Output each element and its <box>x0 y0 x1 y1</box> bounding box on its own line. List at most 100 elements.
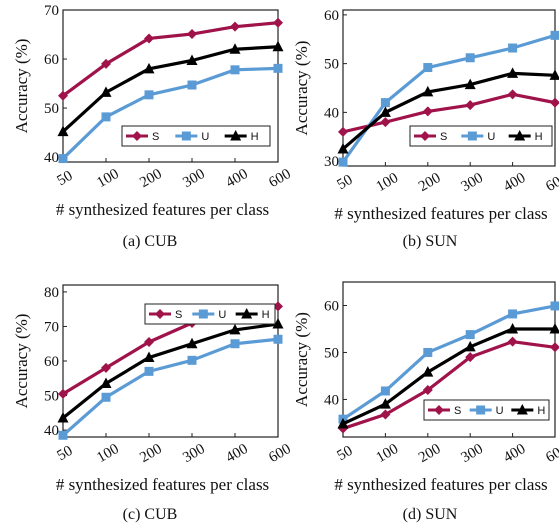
data-point-H <box>337 142 349 154</box>
series-line-S <box>62 21 279 98</box>
data-point-U <box>338 157 348 167</box>
data-point-S <box>422 385 433 396</box>
data-point-H <box>229 43 241 54</box>
y-tick-label: 40 <box>324 392 339 408</box>
x-tick-label: 300 <box>180 166 207 191</box>
data-point-U <box>230 339 240 349</box>
data-point-H <box>507 67 519 78</box>
data-point-U <box>550 30 559 40</box>
data-point-U <box>273 334 283 344</box>
legend-label-U: U <box>487 131 495 143</box>
x-axis-label: # synthesized features per class <box>56 200 269 219</box>
x-tick-label: 300 <box>180 441 207 466</box>
data-point-S <box>550 342 559 353</box>
x-tick-label: 200 <box>416 441 443 466</box>
y-tick-label: 40 <box>44 150 59 166</box>
y-tick-label: 70 <box>44 3 59 19</box>
series-line-S <box>342 92 556 134</box>
data-point-H <box>186 54 198 66</box>
data-point-S <box>338 126 348 137</box>
data-point-U <box>187 80 197 90</box>
legend-marker-S <box>434 405 444 415</box>
x-tick-label: 100 <box>374 170 401 195</box>
data-point-H <box>379 106 391 117</box>
legend-marker-U <box>198 309 208 319</box>
x-tick-label: 400 <box>501 441 528 466</box>
series-line-H <box>61 45 279 133</box>
data-point-U <box>101 112 111 122</box>
legend-label-S: S <box>152 131 159 143</box>
x-tick-label: 50 <box>55 443 76 464</box>
data-point-H <box>272 318 284 329</box>
series-line-U <box>341 33 556 164</box>
series-U <box>58 334 283 440</box>
data-point-S <box>187 29 197 40</box>
data-point-U <box>58 430 68 440</box>
series-line-S <box>342 340 556 431</box>
data-point-S <box>380 409 391 420</box>
x-axis-label: # synthesized features per class <box>334 475 547 494</box>
data-point-S <box>101 58 111 69</box>
data-point-H <box>464 78 476 90</box>
x-tick-label: 100 <box>374 441 401 466</box>
series-H <box>57 40 284 137</box>
y-tick-label: 50 <box>44 101 59 117</box>
y-tick-label: 60 <box>44 354 59 370</box>
data-point-S <box>380 117 391 128</box>
y-axis-label: Accuracy (%) <box>12 314 31 409</box>
data-point-U <box>465 53 475 63</box>
data-point-H <box>422 85 434 97</box>
data-point-H <box>507 322 519 334</box>
chart-2: 40 50 60 70 80 50 100 200 300 400 600 Accuracy (%) #… <box>12 284 294 523</box>
y-tick-label: 60 <box>324 8 339 24</box>
data-point-S <box>58 388 68 399</box>
x-tick-label: 600 <box>543 170 559 195</box>
series-H <box>337 322 559 429</box>
legend-marker-H <box>241 308 253 319</box>
x-tick-label: 100 <box>94 166 121 191</box>
y-tick-label: 40 <box>44 423 59 439</box>
legend-label-H: H <box>251 131 259 143</box>
legend-label-H: H <box>537 405 545 417</box>
plot-frame <box>342 281 556 438</box>
series-line-U <box>61 337 279 437</box>
data-point-H <box>337 417 349 429</box>
x-tick-label: 600 <box>543 441 559 466</box>
data-point-U <box>380 386 390 396</box>
data-point-S <box>507 89 518 100</box>
subfigure-caption: (c) CUB <box>123 506 178 523</box>
x-tick-label: 400 <box>223 441 250 466</box>
x-tick-label: 200 <box>137 166 164 191</box>
subfigure-caption: (d) SUN <box>403 506 458 523</box>
data-point-U <box>508 309 518 319</box>
x-axis-label: # synthesized features per class <box>334 204 547 223</box>
y-tick-label: 30 <box>324 154 339 170</box>
x-tick-label: 600 <box>266 166 293 191</box>
y-tick-label: 60 <box>44 52 59 68</box>
x-tick-label: 50 <box>335 172 356 193</box>
chart-3: 40 50 60 50 100 200 300 400 600 Accuracy (%) # syn… <box>292 281 559 523</box>
data-point-S <box>507 336 518 347</box>
series-S <box>338 89 559 137</box>
legend-marker-H <box>230 130 242 141</box>
legend-label-H: H <box>262 309 270 321</box>
legend-marker-H <box>514 130 526 141</box>
plot-frame <box>342 9 556 167</box>
y-axis-label: Accuracy (%) <box>292 41 311 136</box>
data-point-S <box>465 100 476 111</box>
legend-label-H: H <box>535 131 543 143</box>
series-line-H <box>342 327 555 426</box>
x-tick-label: 100 <box>94 441 121 466</box>
chart-0: 40 50 60 70 50 100 200 300 400 600 Accuracy (%) # s… <box>12 3 294 250</box>
data-point-S <box>101 362 111 373</box>
series-S <box>58 17 283 101</box>
series-line-U <box>61 66 279 160</box>
x-tick-label: 200 <box>137 441 164 466</box>
legend-label-S: S <box>440 131 447 143</box>
data-point-H <box>272 40 284 52</box>
y-tick-label: 40 <box>324 105 339 121</box>
series-U <box>338 30 559 167</box>
legend-marker-U <box>467 131 477 141</box>
